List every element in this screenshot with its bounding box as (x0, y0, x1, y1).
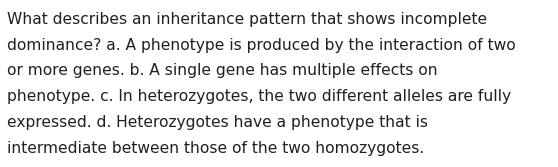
Text: or more genes. b. A single gene has multiple effects on: or more genes. b. A single gene has mult… (7, 63, 438, 78)
Text: intermediate between those of the two homozygotes.: intermediate between those of the two ho… (7, 141, 425, 156)
Text: expressed. d. Heterozygotes have a phenotype that is: expressed. d. Heterozygotes have a pheno… (7, 115, 428, 130)
Text: phenotype. c. In heterozygotes, the two different alleles are fully: phenotype. c. In heterozygotes, the two … (7, 89, 511, 104)
Text: What describes an inheritance pattern that shows incomplete: What describes an inheritance pattern th… (7, 12, 487, 27)
Text: dominance? a. A phenotype is produced by the interaction of two: dominance? a. A phenotype is produced by… (7, 38, 516, 53)
